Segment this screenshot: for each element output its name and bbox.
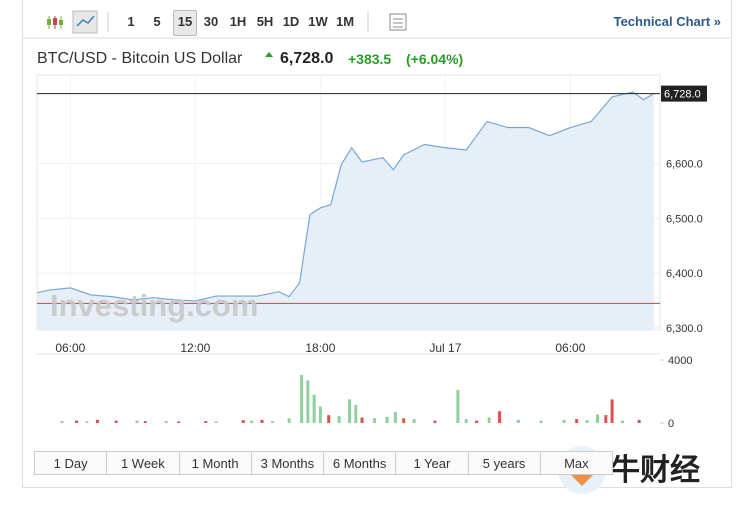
watermark: Investing.com (50, 288, 258, 323)
interval-button[interactable]: 1 (127, 14, 135, 29)
range-button[interactable]: Max (539, 451, 613, 475)
interval-button[interactable]: 30 (203, 14, 219, 29)
volume-bar (85, 421, 89, 423)
volume-bar (385, 416, 389, 423)
y-tick-label: 4000 (668, 355, 692, 367)
interval-button[interactable]: 1D (282, 14, 300, 29)
volume-bar (393, 411, 397, 423)
x-tick-label: 06:00 (555, 341, 585, 355)
volume-bar (250, 420, 254, 423)
volume-bar (562, 419, 566, 423)
interval-button[interactable]: 5 (153, 14, 161, 29)
volume-bar (337, 415, 341, 423)
line-icon-glyph (76, 15, 95, 27)
y-tick-label: 0 (668, 418, 674, 430)
volume-bar (135, 420, 139, 423)
volume-bar (604, 415, 608, 423)
volume-bar (412, 419, 416, 423)
range-button[interactable]: 6 Months (323, 451, 397, 475)
y-tick-label: 6,400.0 (666, 268, 703, 280)
range-button[interactable]: 1 Year (395, 451, 469, 475)
volume-bar (487, 417, 491, 423)
volume-bar (539, 420, 543, 423)
volume-bar (585, 420, 589, 423)
range-bar: 1 Day 1 Week 1 Month 3 Months 6 Months 1 Year… (34, 451, 613, 475)
volume-bar (306, 380, 310, 423)
volume-bar (95, 419, 99, 423)
volume-bar (498, 411, 502, 423)
interval-button[interactable]: 1W (308, 14, 328, 29)
volume-bar (354, 404, 358, 423)
volume-bar (516, 419, 520, 423)
interval-button[interactable]: 1H (229, 14, 247, 29)
settings-icon[interactable] (389, 13, 407, 31)
volume-bar (318, 406, 322, 423)
volume-bar (610, 399, 614, 423)
instrument-title: BTC/USD - Bitcoin US Dollar (37, 50, 243, 67)
technical-chart-link[interactable]: Technical Chart » (613, 14, 721, 29)
volume-bar (637, 419, 641, 423)
volume-bar (433, 420, 437, 423)
y-tick-label: 6,600.0 (666, 159, 703, 171)
volume-bar (214, 421, 218, 423)
x-tick-label: 18:00 (305, 341, 335, 355)
price-line (36, 91, 655, 302)
volume-bar (620, 420, 624, 423)
last-price-box (661, 85, 707, 102)
interval-button[interactable]: 15 (173, 10, 197, 36)
up-arrow (265, 52, 273, 57)
volume-bar (300, 374, 304, 423)
volume-bar (60, 421, 64, 423)
volume-bar (456, 389, 460, 423)
volume-bar (348, 399, 352, 423)
volume-bar (75, 420, 79, 423)
volume-bar (327, 415, 331, 423)
volume-bar (464, 419, 468, 423)
volume-bar (287, 418, 291, 423)
range-button[interactable]: 5 years (467, 451, 541, 475)
range-button[interactable]: 3 Months (250, 451, 324, 475)
volume-bar (595, 414, 599, 423)
volume-bar (260, 419, 264, 423)
volume-bar (312, 394, 316, 423)
y-tick-label: 6,300.0 (666, 323, 703, 335)
x-tick-label: 06:00 (55, 341, 85, 355)
price-change: +383.5 (348, 51, 392, 67)
price-area (37, 91, 654, 330)
volume-bar (204, 421, 208, 423)
volume-bar (575, 419, 579, 423)
last-price-label: 6,728.0 (664, 89, 701, 101)
candle-icon[interactable] (47, 16, 63, 29)
volume-bar (241, 420, 245, 423)
volume-bar (270, 421, 274, 423)
volume-bar (143, 421, 147, 423)
volume-bar (402, 418, 406, 423)
x-tick-label: Jul 17 (429, 341, 461, 355)
interval-button[interactable]: 1M (335, 14, 355, 29)
range-button[interactable]: 1 Week (106, 451, 180, 475)
interval-button[interactable]: 5H (256, 14, 274, 29)
volume-bar (114, 420, 118, 423)
volume-bar (177, 421, 181, 423)
volume-bar (373, 418, 377, 423)
range-button[interactable]: 1 Month (178, 451, 252, 475)
volume-bar (360, 417, 364, 423)
y-tick-label: 6,500.0 (666, 213, 703, 225)
x-tick-label: 12:00 (180, 341, 210, 355)
volume-bar (164, 421, 168, 423)
widget-frame (22, 0, 732, 488)
range-button[interactable]: 1 Day (34, 451, 108, 475)
last-price: 6,728.0 (280, 50, 334, 67)
volume-bar (475, 420, 479, 423)
percent-change: (+6.04%) (406, 51, 464, 67)
